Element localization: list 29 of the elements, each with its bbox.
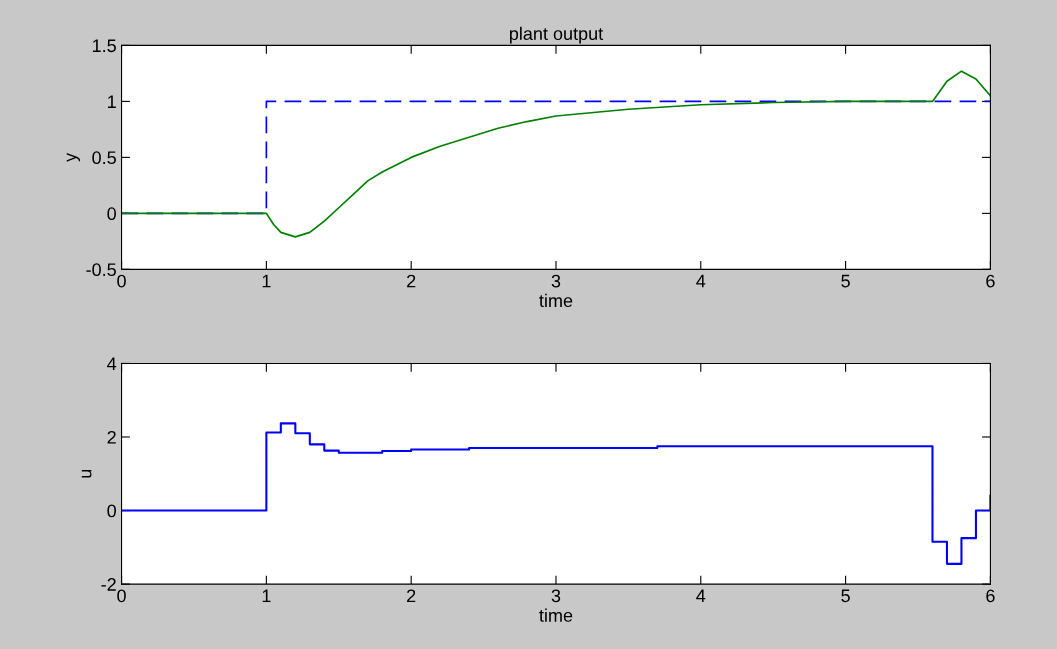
y-axis-title: u: [81, 469, 92, 478]
x-tick-label: 5: [841, 589, 850, 603]
y-tick-label: 2: [107, 430, 116, 444]
line-series: [121, 70, 991, 238]
x-axis-title: time: [539, 608, 573, 622]
x-tick-label: 2: [407, 274, 416, 288]
x-tick-label: 0: [117, 274, 126, 288]
x-tick-label: 6: [986, 589, 995, 603]
y-tick-label: 1.5: [92, 39, 116, 53]
x-tick-label: 6: [986, 274, 995, 288]
x-tick-label: 4: [696, 274, 706, 288]
y-tick-label: 1: [108, 95, 116, 108]
x-tick-label: 0: [117, 589, 126, 603]
x-tick-label: 1: [262, 274, 271, 288]
chart-title: plant output: [509, 26, 604, 44]
y-tick-label: 0: [107, 504, 116, 518]
y-tick-label: 0.5: [92, 151, 116, 165]
x-tick-label: 2: [407, 589, 416, 603]
y-tick-label: 0: [107, 207, 116, 221]
x-tick-label: 3: [551, 274, 561, 288]
x-axis-title: time: [539, 293, 573, 308]
y-tick-label: 4: [107, 357, 117, 370]
x-tick-label: 5: [841, 274, 850, 288]
y-tick-label: -0.5: [86, 263, 116, 277]
x-tick-label: 1: [262, 589, 271, 603]
x-tick-label: 3: [551, 589, 561, 603]
y-tick-label: -2: [101, 578, 116, 591]
y-axis-title: y: [66, 152, 81, 162]
x-tick-label: 4: [696, 589, 706, 603]
